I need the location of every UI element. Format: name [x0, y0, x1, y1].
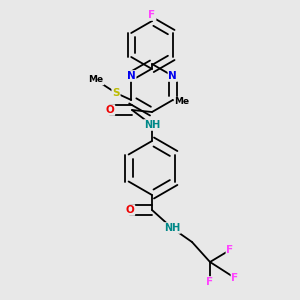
- Text: NH: NH: [164, 223, 180, 233]
- Text: Me: Me: [88, 76, 104, 85]
- Text: F: F: [231, 273, 239, 283]
- Text: Me: Me: [174, 98, 190, 106]
- Text: N: N: [168, 71, 177, 81]
- Text: F: F: [206, 277, 214, 287]
- Text: S: S: [112, 88, 120, 98]
- Text: O: O: [126, 205, 134, 215]
- Text: F: F: [148, 10, 156, 20]
- Text: NH: NH: [144, 120, 160, 130]
- Text: O: O: [106, 105, 114, 115]
- Text: F: F: [226, 245, 234, 255]
- Text: N: N: [127, 71, 136, 81]
